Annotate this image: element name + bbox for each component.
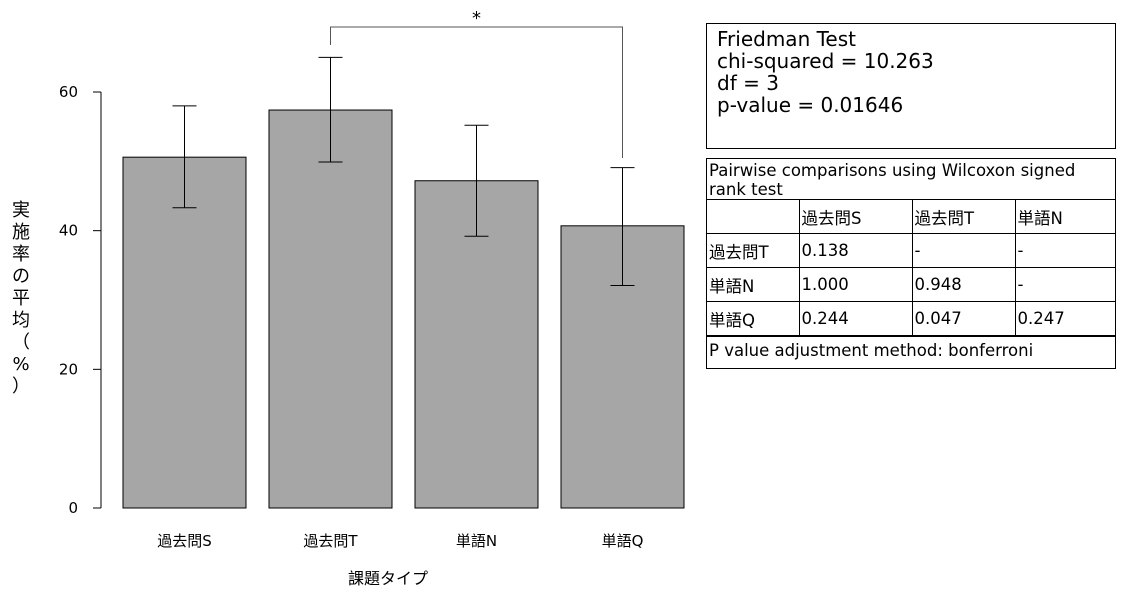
table-row: 過去問T 0.138- - xyxy=(707,233,1115,268)
y-axis-title: 実施率の平均（%） xyxy=(8,200,34,400)
significance-bracket xyxy=(330,26,623,158)
table-cell: 単語N xyxy=(707,267,800,302)
y-axis-title-char: ） xyxy=(12,376,30,397)
table-cell: 過去問T xyxy=(911,199,1016,234)
table-cell: - xyxy=(1014,233,1115,268)
table-row: 単語Q 0.244 0.047 0.247 xyxy=(707,301,1115,336)
table-cell: - xyxy=(1014,267,1115,302)
y-tick-label-0: 0 xyxy=(68,499,78,517)
table-cell: 0.948 xyxy=(911,267,1016,302)
bar-chart: 0 20 40 60 過去問S 過去問T 単語N 単語Q * 課題タイプ xyxy=(59,8,685,588)
table-cell: 0.138 xyxy=(798,233,913,268)
y-axis-title-char: （ xyxy=(12,332,30,353)
table-row: 単語N 1.000 0.948- xyxy=(707,267,1115,302)
y-axis-title-char: 施 xyxy=(12,222,30,243)
table-cell: - xyxy=(911,233,1016,268)
significance-marker: * xyxy=(472,8,481,29)
y-tick-label-20: 20 xyxy=(59,360,78,378)
table-cell: 過去問T xyxy=(707,233,800,268)
pairwise-footer: P value adjustment method: bonferroni xyxy=(707,336,1115,368)
table-header-row: 過去問S 過去問T 単語N xyxy=(707,199,1115,234)
bar-2 xyxy=(268,109,393,509)
pairwise-title: Pairwise comparisons using Wilcoxon sign… xyxy=(709,161,1076,199)
x-tick-label-1: 過去問S xyxy=(157,532,212,550)
x-tick-label-2: 過去問T xyxy=(303,532,358,550)
pairwise-table: 過去問S 過去問T 単語N 過去問T 0.138- - 単語N 1.000 0.948- 単語Q 0… xyxy=(707,199,1115,336)
y-axis-title-char: の xyxy=(12,266,30,287)
x-axis-title: 課題タイプ xyxy=(348,569,428,588)
y-axis-title-char: 平 xyxy=(12,288,30,309)
friedman-test-box: Friedman Test chi-squared = 10.263 df = … xyxy=(706,23,1116,149)
y-axis-title-char: 率 xyxy=(12,244,30,265)
friedman-title: Friedman Test xyxy=(717,27,856,51)
table-cell: 1.000 xyxy=(798,267,913,302)
friedman-p-value: p-value = 0.01646 xyxy=(717,93,904,117)
table-cell: 過去問S xyxy=(798,199,913,234)
y-axis-title-char: % xyxy=(12,354,30,375)
table-cell: 単語N xyxy=(1014,199,1115,234)
y-tick-label-40: 40 xyxy=(59,222,78,240)
table-cell xyxy=(707,199,800,234)
y-axis-title-char: 実 xyxy=(12,200,30,221)
table-cell: 0.244 xyxy=(798,301,913,336)
y-axis-title-char: 均 xyxy=(12,310,30,331)
bar-1 xyxy=(122,156,247,509)
y-tick-label-60: 60 xyxy=(59,83,78,101)
x-tick-label-4: 単語Q xyxy=(602,532,644,550)
table-cell: 0.247 xyxy=(1014,301,1115,336)
friedman-df: df = 3 xyxy=(717,71,779,95)
pairwise-comparison-box: Pairwise comparisons using Wilcoxon sign… xyxy=(706,158,1116,369)
table-cell: 単語Q xyxy=(707,301,800,336)
x-tick-label-3: 単語N xyxy=(456,532,497,550)
friedman-chi-squared: chi-squared = 10.263 xyxy=(717,49,934,73)
table-cell: 0.047 xyxy=(911,301,1016,336)
